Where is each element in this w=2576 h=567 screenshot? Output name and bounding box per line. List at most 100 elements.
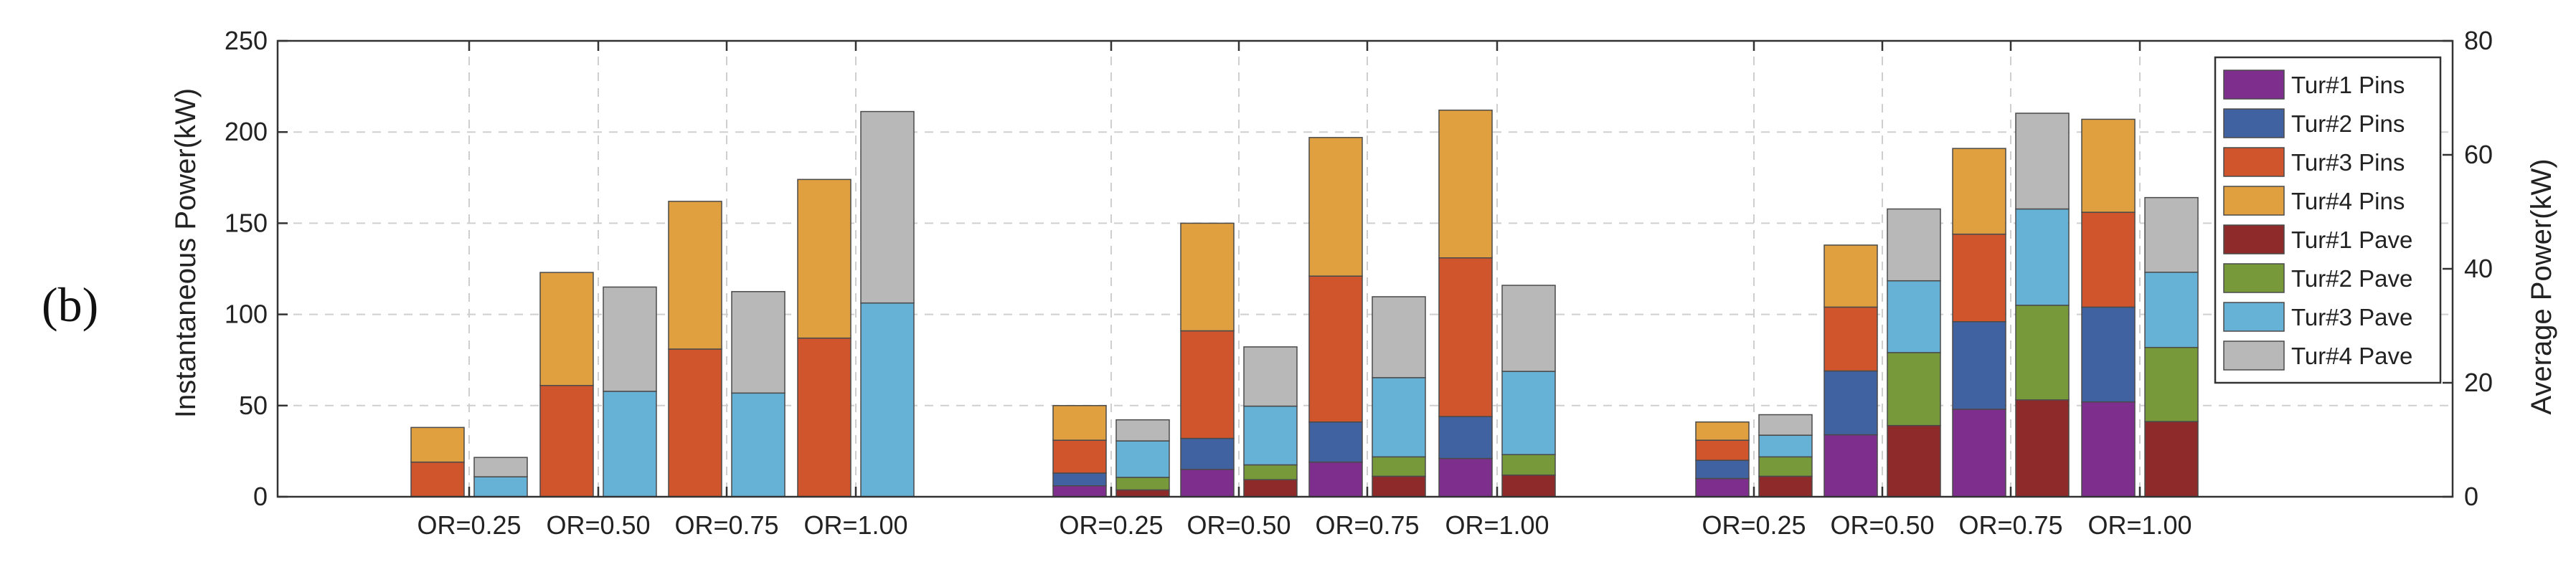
bar-segment-tur-2-pave bbox=[1372, 456, 1426, 477]
y-tick-label-right: 0 bbox=[2464, 482, 2478, 511]
bar-segment-tur-4-pins bbox=[797, 178, 851, 339]
legend-swatch bbox=[2223, 70, 2285, 100]
bar-segment-tur-4-pins bbox=[410, 427, 465, 463]
bar-segment-tur-1-pave bbox=[2144, 421, 2199, 497]
x-tick-label: OR=0.25 bbox=[1702, 510, 1806, 540]
x-tick-label: OR=0.75 bbox=[1958, 510, 2062, 540]
bar-segment-tur-1-pins bbox=[1438, 457, 1493, 497]
bar-segment-tur-3-pave bbox=[473, 476, 528, 497]
bar-segment-tur-1-pins bbox=[2081, 401, 2136, 497]
bar-segment-tur-4-pave bbox=[473, 457, 528, 477]
legend-label: Tur#2 Pave bbox=[2291, 265, 2412, 292]
bar-segment-tur-4-pave bbox=[603, 286, 657, 392]
x-tick-label: OR=1.00 bbox=[1445, 510, 1549, 540]
bar-segment-tur-3-pins bbox=[1438, 257, 1493, 417]
bar-segment-tur-4-pins bbox=[1180, 222, 1235, 332]
bar-segment-tur-3-pins bbox=[1308, 275, 1363, 423]
legend-label: Tur#4 Pave bbox=[2291, 343, 2412, 369]
bar-segment-tur-3-pins bbox=[668, 348, 722, 497]
y-axis-label-right: Average Power(kW) bbox=[2526, 158, 2557, 414]
y-tick-label-left: 0 bbox=[253, 482, 268, 511]
legend-label: Tur#1 Pins bbox=[2291, 72, 2405, 98]
bar-segment-tur-1-pave bbox=[2015, 399, 2070, 497]
bar-segment-tur-3-pave bbox=[731, 392, 785, 497]
y-tick-label-left: 50 bbox=[239, 391, 268, 420]
bar-segment-tur-3-pave bbox=[860, 302, 915, 497]
legend-label: Tur#1 Pave bbox=[2291, 227, 2412, 253]
bar-segment-tur-3-pins bbox=[539, 385, 594, 497]
legend-label: Tur#3 Pave bbox=[2291, 304, 2412, 330]
bar-segment-tur-1-pins bbox=[1695, 477, 1750, 497]
legend-swatch bbox=[2223, 147, 2285, 177]
bar-segment-tur-2-pave bbox=[1887, 352, 1941, 427]
legend-swatch bbox=[2223, 340, 2285, 371]
bar-segment-tur-4-pins bbox=[1952, 148, 2006, 235]
bar-segment-tur-1-pins bbox=[1824, 434, 1878, 497]
bar-segment-tur-3-pave bbox=[1372, 377, 1426, 458]
bar-segment-tur-3-pins bbox=[1052, 439, 1107, 474]
bar-segment-tur-3-pave bbox=[1243, 405, 1298, 466]
bar-segment-tur-4-pins bbox=[1308, 137, 1363, 277]
bar-segment-tur-4-pins bbox=[1824, 244, 1878, 308]
bar-segment-tur-2-pins bbox=[1052, 472, 1107, 487]
bar-segment-tur-3-pins bbox=[1952, 233, 2006, 323]
x-tick-label: OR=0.50 bbox=[546, 510, 650, 540]
x-tick-label: OR=0.25 bbox=[1059, 510, 1163, 540]
bar-segment-tur-4-pave bbox=[2144, 196, 2199, 273]
bar-segment-tur-2-pins bbox=[1308, 421, 1363, 463]
bar-segment-tur-2-pave bbox=[1115, 477, 1170, 491]
y-tick-label-right: 20 bbox=[2464, 368, 2493, 397]
bar-segment-tur-2-pins bbox=[1180, 437, 1235, 470]
bar-segment-tur-3-pins bbox=[1695, 439, 1750, 461]
axis-ticks: 0 50 100 150 200 250 0 20 40 60 80 OR=0.25 OR=0.50 OR… bbox=[225, 26, 2493, 540]
bar-segment-tur-3-pave bbox=[1501, 371, 1556, 455]
bar-segment-tur-4-pave bbox=[1501, 285, 1556, 372]
x-tick-label: OR=0.50 bbox=[1186, 510, 1291, 540]
legend-box bbox=[2214, 56, 2442, 384]
x-tick-label: OR=1.00 bbox=[803, 510, 907, 540]
bar-segment-tur-2-pins bbox=[2081, 306, 2136, 403]
x-tick-label: OR=1.00 bbox=[2087, 510, 2192, 540]
bar-segment-tur-1-pins bbox=[1052, 485, 1107, 497]
legend-swatch bbox=[2223, 302, 2285, 332]
bar-segment-tur-1-pave bbox=[1243, 479, 1298, 497]
bar-segment-tur-3-pave bbox=[1887, 280, 1941, 353]
bar-segment-tur-2-pins bbox=[1952, 321, 2006, 410]
bar-segment-tur-2-pins bbox=[1824, 370, 1878, 436]
y-axis-label-left: Instantaneous Power(kW) bbox=[170, 88, 202, 418]
legend-label: Tur#3 Pins bbox=[2291, 149, 2405, 176]
bars bbox=[410, 109, 2199, 497]
y-tick-label-left: 150 bbox=[225, 208, 268, 237]
bar-segment-tur-2-pave bbox=[1501, 454, 1556, 476]
bar-segment-tur-4-pave bbox=[1758, 414, 1813, 436]
bar-segment-tur-4-pave bbox=[2015, 113, 2070, 210]
legend: Tur#1 Pins Tur#2 Pins Tur#3 Pins Tur#4 Pins… bbox=[2214, 56, 2442, 384]
bar-segment-tur-4-pins bbox=[1695, 421, 1750, 441]
bar-segment-tur-2-pins bbox=[1695, 459, 1750, 480]
x-tick-label: OR=0.75 bbox=[1315, 510, 1419, 540]
legend-label: Tur#4 Pins bbox=[2291, 188, 2405, 214]
bar-segment-tur-3-pins bbox=[797, 337, 851, 497]
x-tick-label: OR=0.75 bbox=[674, 510, 778, 540]
bar-segment-tur-3-pins bbox=[1180, 330, 1235, 439]
y-tick-label-left: 200 bbox=[225, 117, 268, 146]
bar-segment-tur-3-pave bbox=[603, 391, 657, 497]
bar-segment-tur-3-pins bbox=[410, 461, 465, 497]
y-tick-label-right: 60 bbox=[2464, 140, 2493, 169]
legend-swatch bbox=[2223, 263, 2285, 293]
bar-segment-tur-2-pave bbox=[2144, 346, 2199, 422]
bar-segment-tur-1-pave bbox=[1115, 489, 1170, 497]
bar-segment-tur-2-pave bbox=[2015, 305, 2070, 401]
bar-segment-tur-1-pave bbox=[1372, 475, 1426, 497]
y-tick-label-right: 80 bbox=[2464, 26, 2493, 55]
bar-segment-tur-3-pave bbox=[1115, 440, 1170, 478]
bar-segment-tur-2-pave bbox=[1758, 456, 1813, 477]
bar-segment-tur-3-pave bbox=[2015, 208, 2070, 306]
y-tick-label-left: 100 bbox=[225, 300, 268, 329]
x-tick-label: OR=0.25 bbox=[417, 510, 521, 540]
bar-segment-tur-4-pave bbox=[1372, 296, 1426, 378]
y-tick-label-left: 250 bbox=[225, 26, 268, 55]
bar-segment-tur-4-pave bbox=[1243, 346, 1298, 407]
grid-lines bbox=[278, 41, 2453, 497]
bar-segment-tur-1-pins bbox=[1180, 469, 1235, 497]
